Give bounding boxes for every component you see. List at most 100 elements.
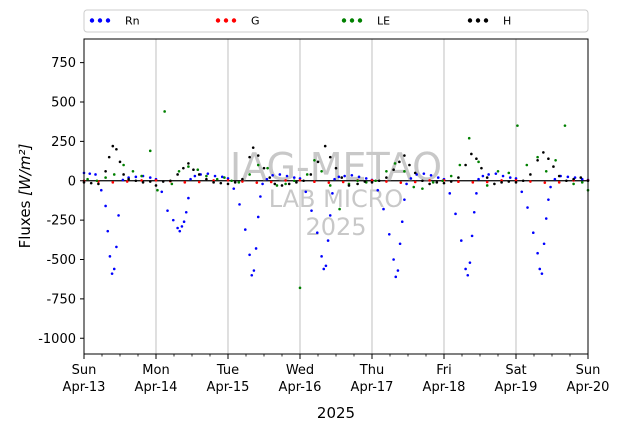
point-rn	[326, 239, 330, 242]
point-h	[507, 180, 511, 183]
point-le	[477, 160, 480, 164]
point-le	[536, 155, 539, 159]
point-h	[557, 174, 561, 178]
legend-marker	[223, 18, 229, 23]
point-h	[182, 166, 185, 170]
x-tick-date: Apr-16	[279, 380, 322, 395]
point-rn	[481, 174, 485, 178]
point-g	[428, 179, 431, 182]
point-rn	[398, 242, 402, 246]
point-h	[480, 166, 483, 170]
point-rn	[400, 220, 404, 223]
point-rn	[350, 173, 354, 177]
point-rn	[331, 192, 334, 195]
point-g	[241, 180, 244, 183]
point-le	[441, 179, 444, 183]
point-h	[328, 155, 332, 159]
point-rn	[285, 174, 289, 178]
x-tick-day: Mon	[142, 363, 169, 378]
legend-marker	[89, 18, 95, 23]
point-h	[413, 171, 417, 175]
point-h	[141, 181, 145, 184]
point-le	[256, 163, 260, 167]
point-rn	[250, 273, 254, 277]
point-rn	[333, 177, 336, 181]
y-tick-label: -750	[46, 292, 76, 307]
point-g	[313, 180, 316, 183]
y-tick-label: 250	[51, 135, 76, 150]
legend-frame	[83, 9, 589, 33]
point-le	[266, 166, 269, 170]
point-le	[140, 174, 143, 178]
point-rn	[278, 173, 282, 176]
point-rn	[220, 175, 224, 179]
point-rn	[112, 267, 116, 271]
point-rn	[206, 172, 210, 175]
point-rn	[357, 175, 361, 179]
point-g	[154, 178, 158, 182]
point-h	[212, 181, 215, 184]
legend: Rn G LE H	[83, 9, 589, 33]
point-rn	[254, 247, 258, 250]
point-rn	[494, 172, 498, 175]
point-rn	[117, 214, 120, 217]
legend-marker	[475, 18, 481, 23]
point-le	[177, 170, 181, 173]
x-tick-date: Apr-18	[423, 380, 466, 395]
x-tick-date: Apr-15	[207, 380, 250, 395]
point-rn	[547, 198, 550, 201]
grid-lines	[84, 39, 588, 354]
point-h	[385, 176, 388, 179]
point-le	[412, 185, 416, 189]
point-le	[563, 124, 567, 127]
point-rn	[487, 173, 490, 176]
x-tick-date: Apr-17	[351, 380, 394, 395]
point-le	[86, 177, 89, 181]
y-tick-label: 750	[51, 56, 76, 71]
point-h	[118, 160, 122, 164]
point-rn	[121, 178, 125, 182]
point-le	[393, 162, 397, 165]
point-rn	[180, 225, 184, 228]
point-rn	[508, 176, 512, 179]
point-rn	[520, 190, 524, 194]
legend-item-rn: Rn	[89, 15, 140, 28]
point-rn	[252, 269, 256, 272]
point-h	[233, 181, 237, 184]
point-h	[475, 157, 478, 160]
watermark-line-3: 2025	[305, 213, 366, 241]
point-le	[275, 184, 279, 187]
point-rn	[261, 182, 264, 186]
point-le	[122, 163, 125, 167]
x-tick-day: Tue	[216, 363, 239, 378]
point-rn	[232, 187, 236, 190]
y-tick-label: 0	[68, 174, 76, 189]
point-h	[529, 173, 532, 176]
point-h	[273, 182, 277, 186]
point-h	[370, 181, 374, 184]
point-g	[413, 180, 417, 184]
x-tick-date: Apr-13	[63, 380, 106, 395]
point-h	[403, 154, 406, 157]
legend-marker	[357, 18, 363, 23]
point-h	[241, 177, 244, 181]
point-g	[399, 181, 403, 184]
legend-marker	[231, 18, 237, 23]
point-rn	[99, 188, 103, 192]
point-h	[176, 173, 179, 176]
point-le	[421, 187, 424, 190]
point-le	[320, 170, 323, 173]
point-h	[547, 157, 550, 160]
point-h	[521, 179, 525, 183]
legend-label: H	[503, 15, 511, 28]
point-rn	[106, 229, 110, 233]
point-rn	[553, 177, 557, 181]
point-rn	[226, 177, 230, 180]
point-rn	[320, 255, 323, 258]
point-le	[187, 165, 190, 168]
point-rn	[464, 267, 467, 271]
legend-marker	[341, 18, 347, 23]
point-g	[269, 180, 273, 184]
point-rn	[134, 175, 138, 179]
point-h	[493, 182, 496, 186]
